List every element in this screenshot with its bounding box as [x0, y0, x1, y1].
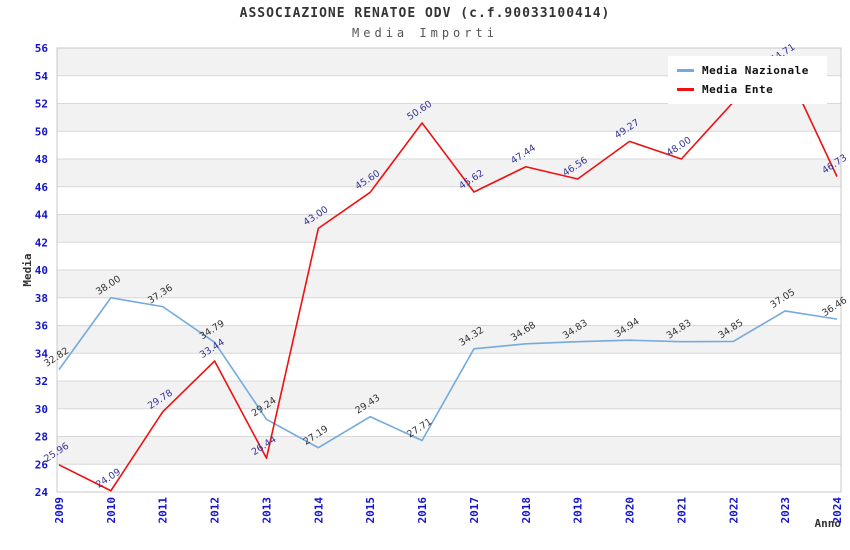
x-tick-label: 2018	[520, 497, 533, 524]
series-line-media-nazionale	[58, 296, 838, 449]
y-tick-label: 40	[35, 264, 48, 277]
y-tick-label: 48	[35, 153, 48, 166]
data-label: 36.46	[820, 295, 849, 319]
y-tick-label: 56	[35, 42, 49, 55]
y-tick-label: 36	[35, 320, 49, 333]
x-tick-label: 2009	[53, 497, 66, 524]
legend-label-media-nazionale: Media Nazionale	[702, 64, 809, 77]
y-tick-label: 24	[35, 486, 49, 499]
x-tick-label: 2022	[727, 497, 740, 524]
plot-band	[57, 325, 841, 354]
y-tick-label: 46	[35, 181, 49, 194]
y-tick-label: 54	[35, 70, 49, 83]
y-tick-label: 26	[35, 458, 49, 471]
y-tick-label: 32	[35, 375, 48, 388]
x-tick-label: 2015	[364, 497, 377, 524]
y-tick-label: 50	[35, 125, 48, 138]
y-tick-label: 44	[35, 209, 49, 222]
x-tick-label: 2017	[468, 497, 481, 524]
x-axis-title: Anno	[815, 517, 842, 530]
plot-border	[56, 47, 842, 493]
plot-band	[57, 159, 841, 187]
x-tick-label: 2014	[312, 497, 325, 524]
plot-band	[57, 103, 841, 132]
legend-item-media-ente[interactable]: Media Ente	[677, 80, 827, 99]
x-tick-label: 2012	[209, 497, 222, 524]
plot-band	[57, 270, 841, 298]
x-tick-label: 2019	[572, 497, 585, 524]
chart-subtitle: Media Importi	[352, 26, 498, 40]
y-tick-label: 30	[35, 403, 48, 416]
plot-band	[57, 214, 841, 243]
y-axis-title: Media	[21, 253, 34, 286]
y-tick-label: 28	[35, 431, 48, 444]
x-tick-label: 2010	[105, 497, 118, 524]
plot-band	[57, 436, 841, 465]
media-nazionale-line-icon	[677, 69, 694, 72]
media-ente-line-icon	[677, 88, 694, 91]
x-tick-label: 2020	[624, 497, 637, 524]
chart-title: ASSOCIAZIONE RENATOE ODV (c.f.9003310041…	[239, 6, 611, 21]
legend-item-media-nazionale[interactable]: Media Nazionale	[677, 61, 827, 80]
x-tick-label: 2011	[157, 497, 170, 524]
y-tick-label: 38	[35, 292, 48, 305]
legend: Media Nazionale Media Ente	[668, 56, 827, 104]
y-tick-label: 42	[35, 236, 48, 249]
y-tick-label: 34	[35, 347, 49, 360]
x-tick-label: 2024	[831, 497, 844, 524]
data-label: 48.00	[665, 135, 694, 159]
legend-label-media-ente: Media Ente	[702, 83, 774, 96]
data-label: 24.09	[94, 467, 123, 491]
series-line-media-ente	[58, 65, 838, 492]
x-tick-label: 2016	[416, 497, 429, 524]
y-tick-label: 52	[35, 98, 48, 111]
plot-band	[57, 381, 841, 409]
x-tick-label: 2023	[779, 497, 792, 524]
x-tick-label: 2021	[675, 497, 688, 524]
x-tick-label: 2013	[260, 497, 273, 524]
